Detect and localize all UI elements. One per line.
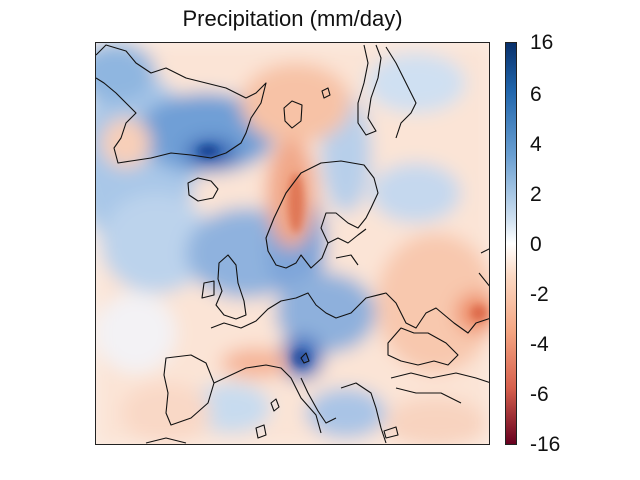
colorbar-tick-label: 6	[530, 83, 542, 106]
colorbar-tick-label: 16	[530, 31, 554, 54]
precipitation-field	[96, 43, 489, 444]
colorbar	[505, 42, 517, 445]
colorbar-tick-label: 4	[530, 133, 542, 156]
colorbar-tick-label: -16	[530, 433, 561, 456]
colorbar-tick-label: -6	[530, 383, 549, 406]
colorbar-tick-label: 0	[530, 233, 542, 256]
precipitation-map	[95, 42, 490, 445]
plot-title: Precipitation (mm/day)	[182, 6, 403, 31]
colorbar-tick-label: -2	[530, 283, 549, 306]
colorbar-tick-label: -4	[530, 333, 549, 356]
coastlines	[96, 44, 489, 444]
colorbar-tick-label: 2	[530, 183, 542, 206]
